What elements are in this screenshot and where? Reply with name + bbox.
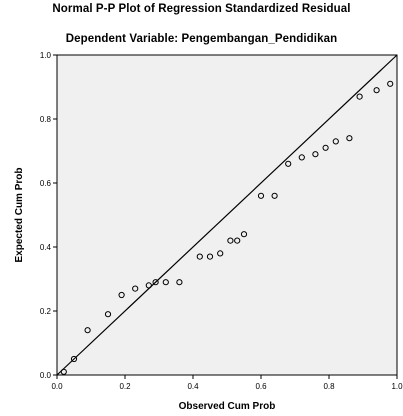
data-point	[145, 282, 152, 289]
data-point	[60, 368, 67, 375]
x-tick-label: 0.6	[255, 382, 267, 391]
data-point	[206, 253, 214, 260]
data-point	[70, 355, 78, 363]
data-point	[356, 93, 363, 100]
data-point	[217, 250, 224, 257]
data-point	[271, 192, 278, 199]
data-point	[322, 144, 329, 151]
data-point	[118, 291, 125, 299]
data-point	[104, 311, 112, 318]
data-points	[60, 80, 394, 375]
data-point	[257, 192, 265, 199]
y-tick-label: 0.6	[40, 179, 52, 188]
y-tick-label: 0.0	[40, 371, 52, 380]
data-point	[227, 237, 234, 244]
x-tick-label: 0.4	[187, 382, 199, 391]
data-point	[234, 237, 241, 244]
y-axis: 0.0 0.2 0.4 0.6 0.8 1.0	[40, 51, 57, 380]
data-point	[373, 87, 380, 94]
data-point	[346, 135, 353, 142]
x-axis-label: Observed Cum Prob	[179, 401, 276, 412]
data-point	[332, 138, 339, 145]
y-tick-label: 1.0	[40, 51, 52, 60]
y-axis-label: Expected Cum Prob	[14, 167, 25, 262]
data-point	[176, 279, 183, 286]
data-point	[240, 231, 248, 238]
y-tick-label: 0.8	[40, 115, 52, 124]
y-tick-label: 0.4	[40, 243, 52, 252]
data-point	[152, 279, 159, 286]
y-tick-label: 0.2	[40, 307, 52, 316]
data-point	[387, 80, 394, 87]
x-tick-label: 0.8	[323, 382, 335, 391]
x-tick-label: 1.0	[391, 382, 403, 391]
data-point	[84, 327, 91, 334]
data-point	[285, 160, 292, 167]
data-point	[132, 285, 139, 292]
data-point	[298, 154, 305, 161]
x-axis: 0.0 0.2 0.4 0.6 0.8 1.0	[51, 375, 403, 391]
x-tick-label: 0.2	[119, 382, 131, 391]
data-point	[312, 151, 319, 158]
data-point	[196, 253, 203, 260]
chart-title: Normal P-P Plot of Regression Standardiz…	[52, 3, 351, 15]
data-point	[162, 279, 169, 286]
reference-line	[56, 54, 398, 376]
chart-subtitle: Dependent Variable: Pengembangan_Pendidi…	[65, 33, 338, 45]
x-tick-label: 0.0	[51, 382, 63, 391]
